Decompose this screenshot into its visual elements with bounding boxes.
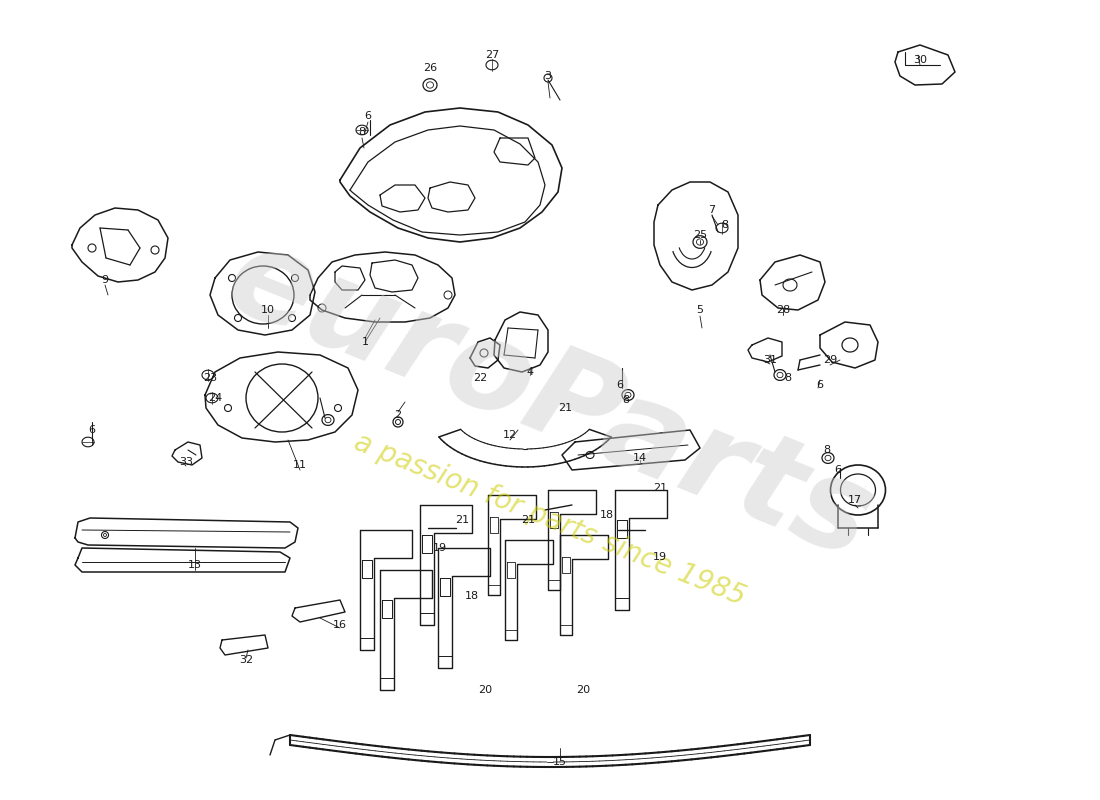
Text: 6: 6 <box>364 111 372 121</box>
Text: 33: 33 <box>179 457 192 467</box>
Text: 21: 21 <box>653 483 667 493</box>
Text: 24: 24 <box>208 393 222 403</box>
Text: 18: 18 <box>600 510 614 520</box>
Text: 5: 5 <box>696 305 704 315</box>
Text: 12: 12 <box>503 430 517 440</box>
Text: 18: 18 <box>465 591 480 601</box>
Text: 8: 8 <box>623 395 629 405</box>
Text: 17: 17 <box>848 495 862 505</box>
Text: 8: 8 <box>359 127 365 137</box>
Text: 27: 27 <box>485 50 499 60</box>
Text: a passion for parts since 1985: a passion for parts since 1985 <box>350 429 750 611</box>
Text: 9: 9 <box>101 275 109 285</box>
Text: 30: 30 <box>913 55 927 65</box>
Text: 6: 6 <box>816 380 824 390</box>
Text: 11: 11 <box>293 460 307 470</box>
Text: 25: 25 <box>693 230 707 240</box>
Text: 8: 8 <box>784 373 792 383</box>
Text: 29: 29 <box>823 355 837 365</box>
Text: 8: 8 <box>722 220 728 230</box>
Text: 22: 22 <box>473 373 487 383</box>
Text: 23: 23 <box>202 373 217 383</box>
Text: euroParts: euroParts <box>210 216 890 584</box>
Text: 6: 6 <box>88 425 96 435</box>
Text: 31: 31 <box>763 355 777 365</box>
Text: 6: 6 <box>835 465 842 475</box>
Text: 21: 21 <box>455 515 469 525</box>
Text: 1: 1 <box>362 337 369 347</box>
Text: 19: 19 <box>653 552 667 562</box>
Text: 19: 19 <box>433 543 447 553</box>
Text: 2: 2 <box>395 410 402 420</box>
Text: 20: 20 <box>477 685 492 695</box>
Text: 13: 13 <box>188 560 202 570</box>
Text: 21: 21 <box>521 515 535 525</box>
Text: 10: 10 <box>261 305 275 315</box>
Text: 32: 32 <box>239 655 253 665</box>
Text: 28: 28 <box>776 305 790 315</box>
Text: 8: 8 <box>824 445 830 455</box>
Text: 14: 14 <box>632 453 647 463</box>
Text: 3: 3 <box>544 71 551 81</box>
Text: 20: 20 <box>576 685 590 695</box>
Text: 21: 21 <box>558 403 572 413</box>
Text: 4: 4 <box>527 367 534 377</box>
Text: 7: 7 <box>708 205 716 215</box>
Text: 15: 15 <box>553 757 566 767</box>
Text: 6: 6 <box>616 380 624 390</box>
Text: 16: 16 <box>333 620 346 630</box>
Text: 26: 26 <box>422 63 437 73</box>
